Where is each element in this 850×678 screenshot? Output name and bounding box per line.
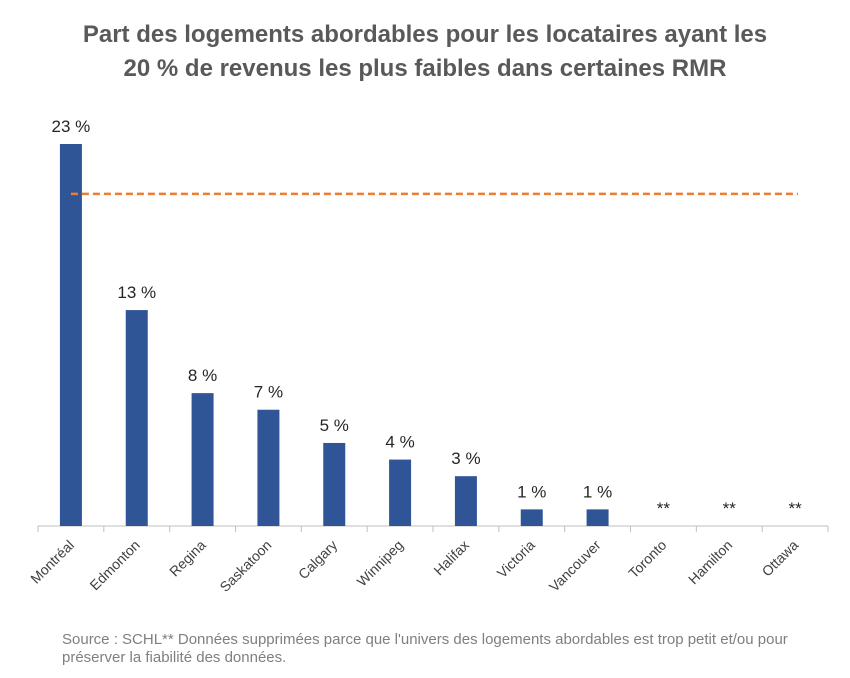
- value-label: 1 %: [517, 482, 546, 501]
- x-tick-label: Winnipeg: [354, 537, 407, 590]
- x-tick-label: Calgary: [295, 537, 340, 582]
- value-label: 5 %: [320, 416, 349, 435]
- x-tick-label: Halifax: [430, 537, 472, 579]
- bar: [125, 310, 148, 526]
- value-label: **: [657, 499, 671, 518]
- value-label: 7 %: [254, 383, 283, 402]
- value-label: 3 %: [451, 449, 480, 468]
- bar: [191, 393, 214, 526]
- chart: 23 % Montréal 13 % Edmonton 8 % Regina 7 % Sask…: [27, 117, 829, 595]
- bar: [454, 476, 477, 526]
- x-tick-label: Edmonton: [86, 537, 142, 593]
- x-tick-label: Hamilton: [685, 537, 735, 587]
- bar: [59, 144, 82, 526]
- footnote: Source : SCHL** Données supprimées parce…: [62, 631, 788, 666]
- x-tick-label: Vancouver: [546, 537, 604, 595]
- value-label: 8 %: [188, 366, 217, 385]
- bar: [520, 509, 543, 526]
- value-label: **: [723, 499, 737, 518]
- value-label: 23 %: [52, 117, 91, 136]
- x-tick-label: Regina: [166, 537, 209, 580]
- x-tick-label: Montréal: [27, 537, 77, 587]
- bar: [257, 409, 280, 526]
- x-tick-label: Victoria: [494, 537, 538, 581]
- value-label: 13 %: [117, 283, 156, 302]
- chart-title: Part des logements abordables pour les l…: [82, 21, 768, 82]
- x-tick-label: Toronto: [625, 537, 669, 581]
- bar: [323, 442, 346, 526]
- bar: [389, 459, 412, 526]
- value-label: 4 %: [385, 433, 414, 452]
- value-label: **: [788, 499, 802, 518]
- bar: [586, 509, 609, 526]
- x-tick-label: Ottawa: [759, 537, 802, 580]
- value-label: 1 %: [583, 482, 612, 501]
- x-tick-label: Saskatoon: [216, 537, 274, 595]
